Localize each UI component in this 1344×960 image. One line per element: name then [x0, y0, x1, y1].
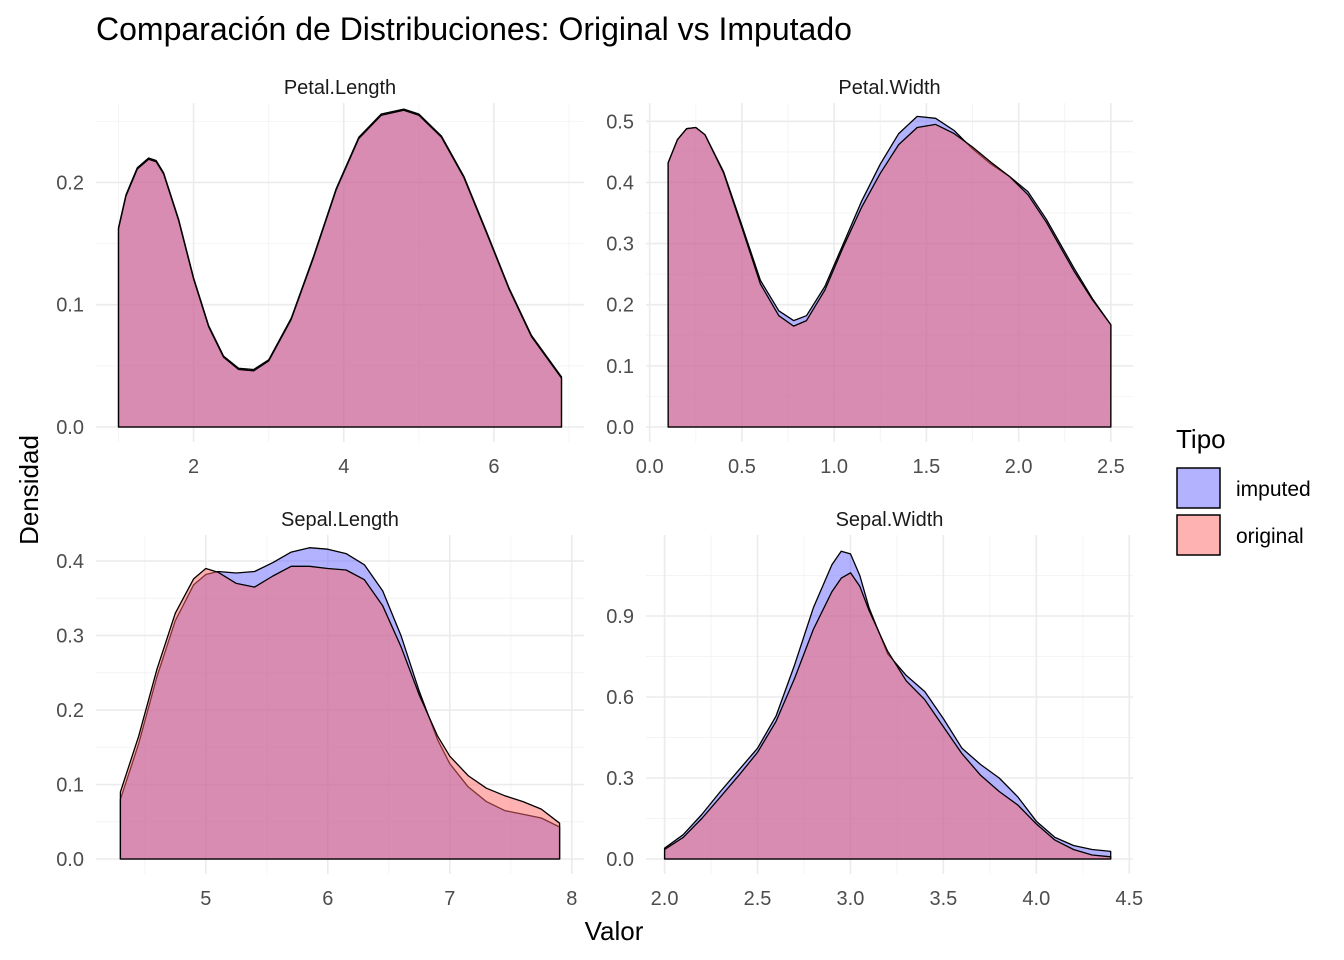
x-tick-label: 1.5 — [912, 456, 940, 478]
legend: Tipo imputed original — [1176, 424, 1311, 556]
facet-title: Sepal.Width — [836, 509, 944, 531]
y-tick-label: 0.2 — [606, 295, 634, 317]
facet-title: Petal.Width — [838, 77, 940, 99]
y-tick-label: 0.0 — [606, 417, 634, 439]
y-tick-label: 0.0 — [606, 849, 634, 871]
y-tick-label: 0.1 — [606, 356, 634, 378]
y-tick-label: 0.1 — [56, 295, 84, 317]
density-area-original — [663, 572, 1112, 860]
chart-title: Comparación de Distribuciones: Original … — [96, 11, 852, 47]
x-tick-label: 3.0 — [837, 888, 865, 910]
facet-title: Sepal.Length — [281, 509, 399, 531]
x-tick-label: 2 — [188, 456, 199, 478]
density-area-original — [117, 109, 563, 428]
x-tick-label: 7 — [444, 888, 455, 910]
panel-petal-length: Petal.Length 2 4 6 0.0 0.1 0.2 — [56, 77, 584, 478]
y-tick-label: 0.2 — [56, 172, 84, 194]
legend-key-imputed — [1176, 467, 1221, 509]
x-tick-label: 2.0 — [1005, 456, 1033, 478]
x-tick-label: 3.5 — [929, 888, 957, 910]
x-tick-label: 2.0 — [651, 888, 679, 910]
x-tick-label: 2.5 — [1097, 456, 1125, 478]
y-tick-label: 0.2 — [56, 700, 84, 722]
y-tick-label: 0.0 — [56, 849, 84, 871]
y-tick-label: 0.6 — [606, 687, 634, 709]
legend-label-imputed: imputed — [1236, 478, 1311, 501]
x-tick-label: 5 — [200, 888, 211, 910]
panel-petal-width: Petal.Width 0.0 0.5 1.0 1.5 2.0 2.5 0.0 0.1 0.2 0.… — [606, 77, 1133, 478]
y-tick-label: 0.0 — [56, 417, 84, 439]
x-tick-label: 6 — [322, 888, 333, 910]
y-tick-label: 0.4 — [606, 172, 634, 194]
y-tick-label: 0.5 — [606, 111, 634, 133]
x-tick-label: 4 — [338, 456, 349, 478]
x-tick-label: 4.5 — [1115, 888, 1143, 910]
y-tick-label: 0.1 — [56, 775, 84, 797]
legend-key-original — [1176, 514, 1221, 556]
legend-title: Tipo — [1176, 424, 1226, 454]
y-tick-label: 0.3 — [606, 768, 634, 790]
x-axis-title: Valor — [585, 916, 644, 946]
y-tick-label: 0.9 — [606, 606, 634, 628]
x-tick-label: 4.0 — [1022, 888, 1050, 910]
x-tick-label: 6 — [488, 456, 499, 478]
x-tick-label: 8 — [566, 888, 577, 910]
x-tick-label: 1.0 — [820, 456, 848, 478]
density-area-original — [119, 565, 561, 860]
x-tick-label: 2.5 — [744, 888, 772, 910]
y-tick-label: 0.3 — [56, 626, 84, 648]
y-tick-label: 0.4 — [56, 551, 84, 573]
y-tick-label: 0.3 — [606, 234, 634, 256]
panel-sepal-length: Sepal.Length 5 6 7 8 0.0 0.1 0.2 0.3 0.4 — [56, 509, 584, 910]
y-axis-title: Densidad — [14, 435, 44, 545]
facet-title: Petal.Length — [284, 77, 396, 99]
x-tick-label: 0.0 — [636, 456, 664, 478]
density-area-original — [667, 123, 1112, 428]
legend-label-original: original — [1236, 525, 1304, 548]
panel-sepal-width: Sepal.Width 2.0 2.5 3.0 3.5 4.0 4.5 0.0 0.3 0.6 0.… — [606, 509, 1143, 910]
x-tick-label: 0.5 — [728, 456, 756, 478]
